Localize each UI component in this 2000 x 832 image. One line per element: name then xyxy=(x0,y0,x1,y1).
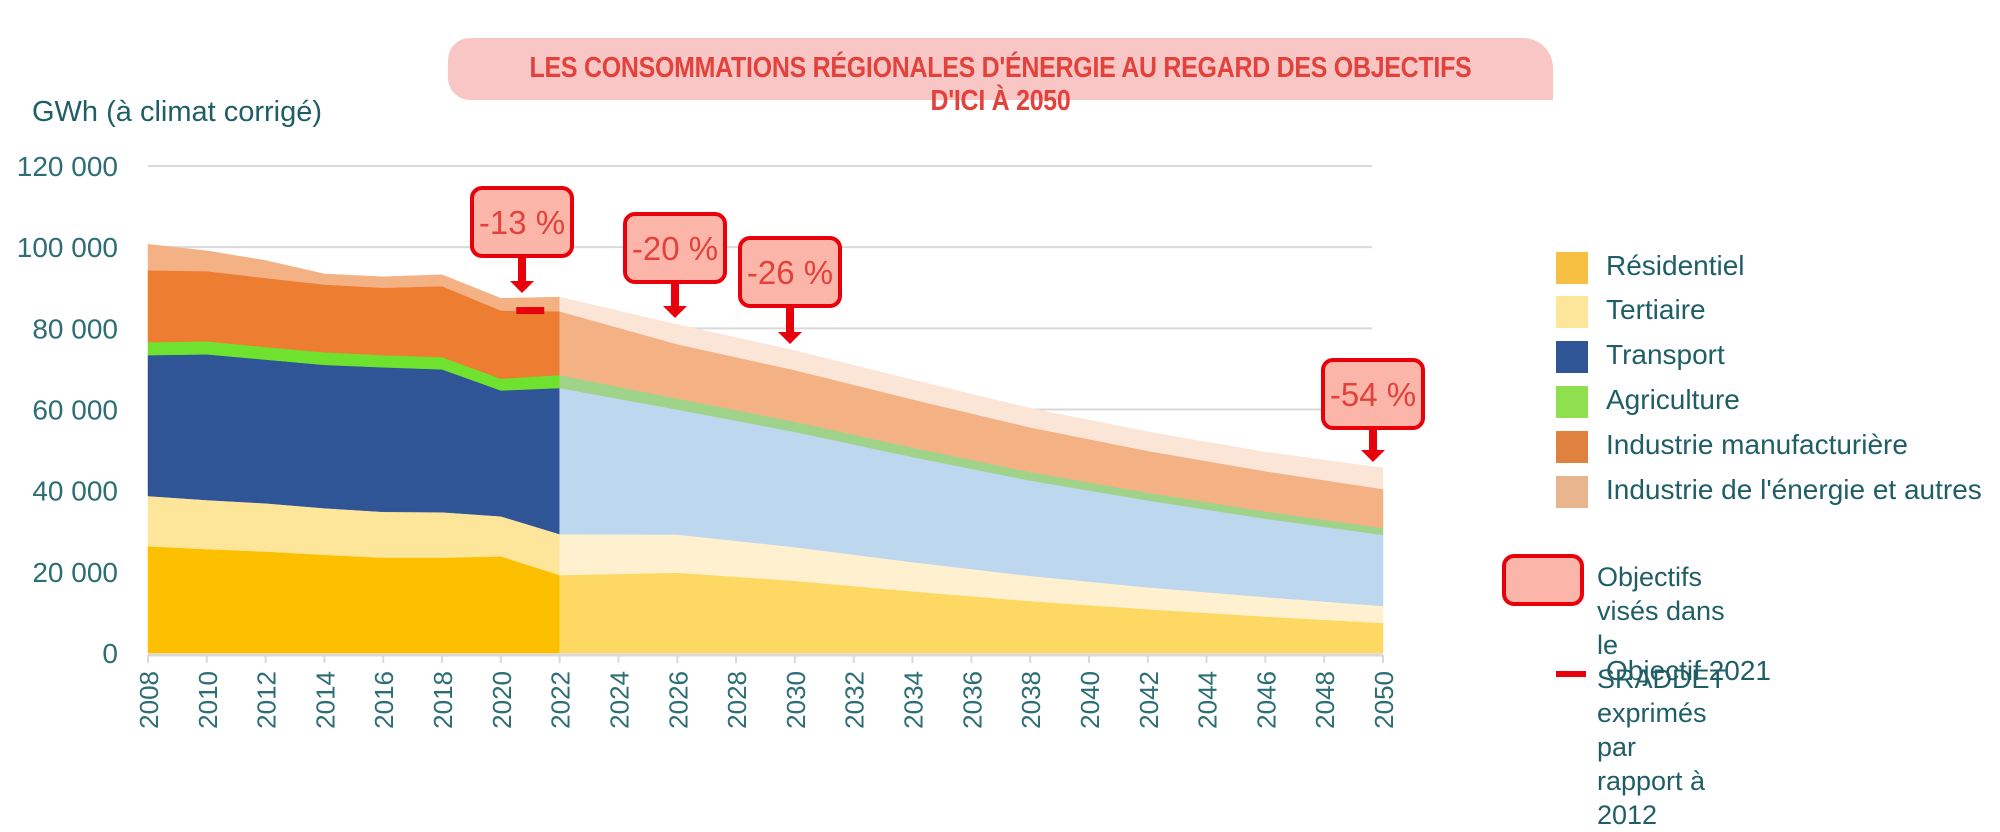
x-tick-label: 2034 xyxy=(899,671,929,729)
callout-arrow-shaft xyxy=(786,306,794,334)
x-tick-label: 2008 xyxy=(134,671,164,729)
x-tick-label: 2020 xyxy=(487,671,517,729)
legend-label: Résidentiel xyxy=(1606,250,1745,281)
callout-label: -13 % xyxy=(479,204,565,241)
down-arrow-icon xyxy=(663,306,687,318)
title-banner: LES CONSOMMATIONS RÉGIONALES D'ÉNERGIE A… xyxy=(448,38,1553,117)
x-tick-label: 2016 xyxy=(369,671,399,729)
x-tick-label: 2048 xyxy=(1310,671,1340,729)
objective-2021-marker xyxy=(516,307,545,315)
area-series xyxy=(147,244,1384,654)
objectives-label-line1: Objectifs visés dans le SRADDET xyxy=(1597,562,1727,694)
x-axis: 2008 2010 2012 2014 2016 2018 2020 2022 2024 2026… xyxy=(134,653,1399,729)
objective-callouts: -13 % -20 % -26 % -54 % xyxy=(470,186,1425,462)
legend-swatch xyxy=(1556,296,1588,328)
callout-box xyxy=(470,186,574,258)
area-industrie-energie-projection xyxy=(559,296,1384,490)
callout-label: -26 % xyxy=(747,254,833,291)
y-tick-label: 100 000 xyxy=(17,232,118,263)
objective-callout: -13 % xyxy=(470,186,574,293)
x-tick-label: 2050 xyxy=(1369,671,1399,729)
callout-box xyxy=(623,212,727,284)
legend-label: Agriculture xyxy=(1606,384,1740,415)
x-tick-label: 2026 xyxy=(663,671,693,729)
callout-arrow-shaft xyxy=(1369,428,1377,452)
y-tick-label: 0 xyxy=(102,638,118,669)
x-tick-label: 2046 xyxy=(1251,671,1281,729)
legend-swatch xyxy=(1556,341,1588,373)
x-tick-label: 2040 xyxy=(1075,671,1105,729)
legend-swatch xyxy=(1556,476,1588,508)
chart-title: LES CONSOMMATIONS RÉGIONALES D'ÉNERGIE A… xyxy=(529,52,1472,117)
x-tick-label: 2036 xyxy=(957,671,987,729)
objective-callout: -54 % xyxy=(1321,358,1425,462)
x-tick-label: 2024 xyxy=(604,671,634,729)
x-tick-label: 2014 xyxy=(310,671,340,729)
callout-box xyxy=(1321,358,1425,430)
x-tick-label: 2022 xyxy=(546,671,576,729)
legend-label: Objectifs visés dans le SRADDET exprimés… xyxy=(1597,560,1726,832)
callout-arrow-shaft xyxy=(671,282,679,308)
legend-label: Objectif 2021 xyxy=(1606,655,1771,686)
callout-label: -54 % xyxy=(1330,376,1416,413)
y-tick-label: 120 000 xyxy=(17,151,118,182)
x-tick-label: 2030 xyxy=(781,671,811,729)
objective-callout: -20 % xyxy=(623,212,727,318)
callout-arrow-shaft xyxy=(518,256,526,283)
x-tick-label: 2044 xyxy=(1193,671,1223,729)
y-tick-label: 80 000 xyxy=(32,313,118,344)
x-tick-label: 2018 xyxy=(428,671,458,729)
x-tick-label: 2028 xyxy=(722,671,752,729)
callout-label: -20 % xyxy=(632,230,718,267)
callout-box xyxy=(738,236,842,308)
down-arrow-icon xyxy=(1361,450,1385,462)
legend-label: Industrie manufacturière xyxy=(1606,429,1908,460)
objective-callout: -26 % xyxy=(738,236,842,344)
x-tick-label: 2032 xyxy=(840,671,870,729)
legend-label: Industrie de l'énergie et autres xyxy=(1606,474,1982,505)
y-tick-label: 40 000 xyxy=(32,476,118,507)
y-axis-unit-label: GWh (à climat corrigé) xyxy=(32,96,323,128)
area-residentiel-historical xyxy=(147,546,560,654)
legend-swatch xyxy=(1556,386,1588,418)
legend-swatch xyxy=(1556,252,1588,284)
x-tick-label: 2010 xyxy=(193,671,223,729)
y-tick-label: 60 000 xyxy=(32,395,118,426)
y-tick-label: 20 000 xyxy=(32,557,118,588)
x-tick-label: 2012 xyxy=(252,671,282,729)
objective-2021-marker-icon xyxy=(1556,671,1586,677)
objective-callout-swatch xyxy=(1502,554,1584,606)
legend-swatch xyxy=(1556,431,1588,463)
x-tick-label: 2042 xyxy=(1134,671,1164,729)
y-axis-ticks: 0 20 000 40 000 60 000 80 000 100 000 120 000 xyxy=(17,151,118,669)
legend-label: Tertiaire xyxy=(1606,294,1706,325)
down-arrow-icon xyxy=(510,281,534,293)
legend-label: Transport xyxy=(1606,339,1725,370)
x-tick-label: 2038 xyxy=(1016,671,1046,729)
down-arrow-icon xyxy=(778,332,802,344)
objectives-label-line2: exprimés par rapport à 2012 xyxy=(1597,698,1707,830)
